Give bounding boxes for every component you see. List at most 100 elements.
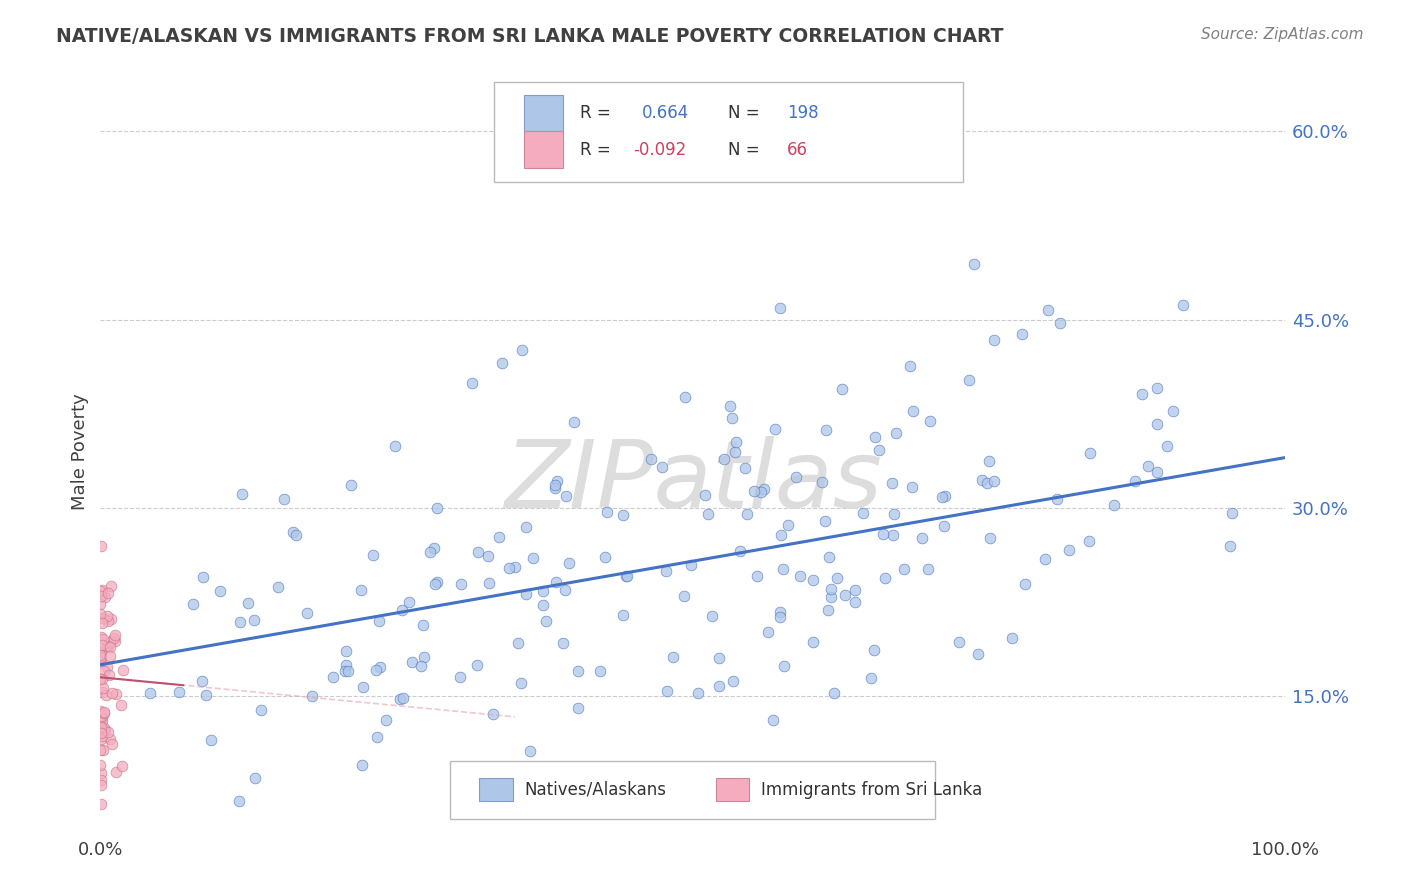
Point <box>467 545 489 559</box>
FancyBboxPatch shape <box>524 95 564 131</box>
Point <box>567 664 589 678</box>
Point <box>918 414 941 428</box>
Point <box>882 476 904 491</box>
Point <box>97 615 120 629</box>
Point <box>966 647 988 661</box>
Point <box>1036 302 1059 317</box>
Point <box>1130 387 1153 401</box>
Point <box>515 587 537 601</box>
Point <box>90 645 112 659</box>
Point <box>89 651 111 665</box>
Point <box>673 390 696 404</box>
Point <box>756 625 779 640</box>
Point <box>651 460 673 475</box>
Point <box>90 710 112 724</box>
Point <box>747 569 769 583</box>
Point <box>932 519 955 533</box>
Point <box>111 663 134 677</box>
Point <box>423 577 446 591</box>
Point <box>98 732 121 747</box>
Text: 198: 198 <box>787 104 818 122</box>
Point <box>285 528 308 542</box>
Point <box>693 488 716 502</box>
Point <box>104 687 127 701</box>
Point <box>735 507 758 521</box>
Point <box>510 343 533 357</box>
Point <box>510 676 533 690</box>
Text: 0.664: 0.664 <box>641 104 689 122</box>
Point <box>661 649 683 664</box>
Point <box>534 614 557 628</box>
Point <box>815 423 838 437</box>
Point <box>724 445 747 459</box>
Point <box>506 635 529 649</box>
Text: N =: N = <box>728 141 759 159</box>
Point <box>238 596 260 610</box>
Point <box>335 644 357 658</box>
Point <box>959 373 981 387</box>
Point <box>872 527 894 541</box>
Point <box>97 724 120 739</box>
Point <box>93 611 115 625</box>
Point <box>398 595 420 609</box>
Point <box>425 500 447 515</box>
Point <box>243 771 266 785</box>
Point <box>1146 465 1168 479</box>
Point <box>1156 439 1178 453</box>
Point <box>769 605 792 619</box>
Point <box>366 730 388 744</box>
Point <box>498 561 520 575</box>
Point <box>640 452 662 467</box>
Point <box>93 721 115 735</box>
Point <box>337 665 360 679</box>
Point <box>90 773 112 788</box>
Point <box>820 590 842 604</box>
Point <box>803 573 825 587</box>
Point <box>713 451 735 466</box>
Text: 66: 66 <box>787 141 808 159</box>
FancyBboxPatch shape <box>450 762 935 819</box>
Point <box>1035 551 1057 566</box>
Point <box>96 609 118 624</box>
Text: NATIVE/ALASKAN VS IMMIGRANTS FROM SRI LANKA MALE POVERTY CORRELATION CHART: NATIVE/ALASKAN VS IMMIGRANTS FROM SRI LA… <box>56 27 1004 45</box>
Point <box>562 415 585 429</box>
FancyBboxPatch shape <box>494 81 963 182</box>
Point <box>1078 446 1101 460</box>
Point <box>616 569 638 583</box>
Point <box>273 491 295 506</box>
Point <box>90 765 112 780</box>
Point <box>820 582 842 597</box>
Point <box>817 603 839 617</box>
Point <box>90 726 112 740</box>
Point <box>844 594 866 608</box>
Point <box>983 475 1005 489</box>
Point <box>90 539 112 553</box>
Point <box>89 650 111 665</box>
Point <box>181 597 204 611</box>
Text: -0.092: -0.092 <box>633 141 686 159</box>
Point <box>90 709 112 723</box>
Point <box>948 635 970 649</box>
Point <box>110 698 132 712</box>
Point <box>100 579 122 593</box>
Point <box>295 606 318 620</box>
Point <box>103 631 125 645</box>
Point <box>1161 403 1184 417</box>
Point <box>1011 327 1033 342</box>
Point <box>544 481 567 495</box>
Point <box>89 672 111 686</box>
Point <box>801 635 824 649</box>
Point <box>1102 498 1125 512</box>
Point <box>96 660 118 674</box>
Point <box>267 580 290 594</box>
Point <box>718 399 741 413</box>
Point <box>89 607 111 621</box>
Point <box>844 583 866 598</box>
Point <box>423 541 446 556</box>
Point <box>93 723 115 738</box>
Point <box>98 640 121 654</box>
Point <box>697 507 720 521</box>
Point <box>101 737 124 751</box>
Point <box>970 473 993 487</box>
Point <box>231 487 253 501</box>
